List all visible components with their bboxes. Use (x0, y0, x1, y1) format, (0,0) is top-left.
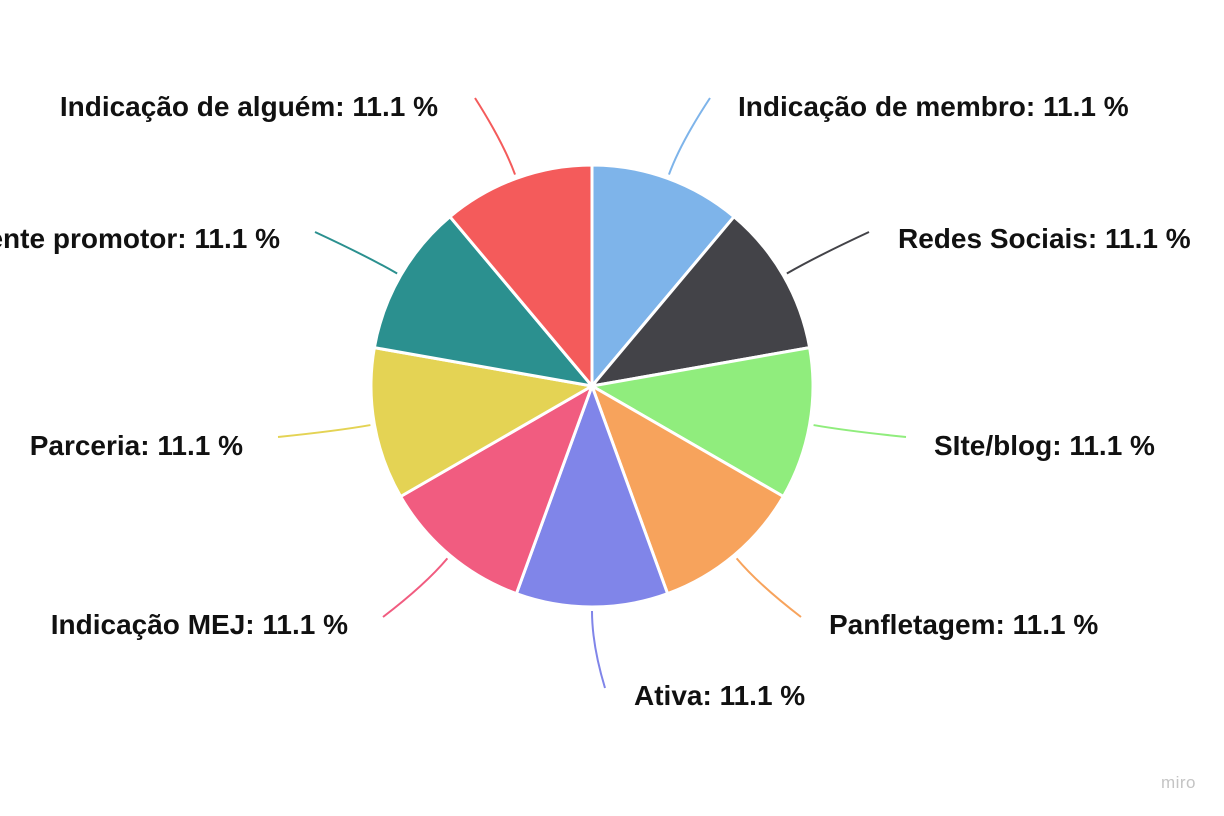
label-connector-line (591, 610, 606, 689)
slice-label: Cliente promotor: 11.1 % (0, 223, 280, 254)
slice-label: Indicação de membro: 11.1 % (738, 91, 1129, 122)
pie-slice (514, 384, 670, 609)
label-connector-line (668, 97, 711, 175)
pie-slice (590, 163, 736, 388)
pie-slice (399, 384, 594, 596)
slice-label: Redes Sociais: 11.1 % (898, 223, 1191, 254)
pie-slice (590, 215, 812, 388)
pie-slice (590, 384, 785, 596)
slice-label: SIte/blog: 11.1 % (934, 430, 1155, 461)
slice-label: Indicação de alguém: 11.1 % (60, 91, 438, 122)
label-connector-line (786, 231, 870, 275)
slice-labels: Indicação de membro: 11.1 % Redes Sociais… (0, 91, 1191, 711)
label-connector-line (277, 424, 371, 438)
label-connector-line (382, 557, 449, 618)
label-connector-line (813, 424, 907, 438)
pie-slice (369, 346, 594, 498)
slice-label: Ativa: 11.1 % (634, 680, 805, 711)
miro-watermark: miro (1161, 773, 1196, 792)
pie-slice (590, 346, 815, 498)
label-connector-line (735, 557, 802, 618)
slice-label: Parceria: 11.1 % (30, 430, 243, 461)
label-connectors (277, 97, 907, 689)
label-connector-line (314, 231, 398, 275)
label-connector-line (474, 97, 516, 175)
pie-slices (369, 163, 815, 609)
slice-label: Indicação MEJ: 11.1 % (51, 609, 348, 640)
slice-label: Panfletagem: 11.1 % (829, 609, 1098, 640)
pie-slice (372, 215, 594, 388)
pie-slice (448, 163, 594, 388)
